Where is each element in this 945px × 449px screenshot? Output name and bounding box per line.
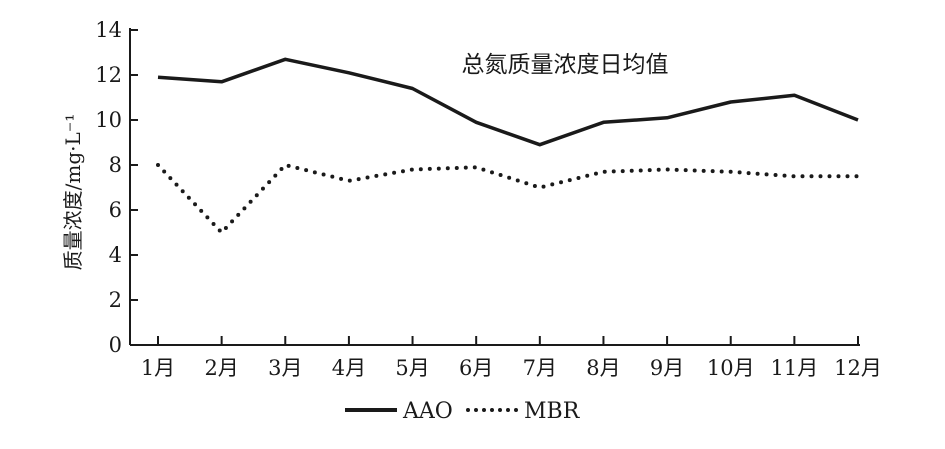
x-tick-label: 9月 [650,356,684,380]
x-tick-label: 4月 [332,356,366,380]
axes [129,28,860,346]
chart-title: 总氮质量浓度日均值 [462,52,669,78]
y-tick-label: 10 [95,108,122,132]
y-tick-label: 0 [109,333,122,357]
series-line-mbr [156,163,860,235]
y-tick-label: 8 [109,153,122,177]
y-ticks: 0 2 4 6 8 10 12 14 [95,18,138,357]
series-line-aao [157,57,859,147]
x-tick-label: 5月 [395,356,429,380]
x-tick-label: 8月 [586,356,620,380]
x-tick-label: 12月 [834,356,882,380]
x-tick-label: 11月 [770,356,818,380]
legend-label-aao: AAO [402,399,453,424]
y-axis-label: 质量浓度/mg·L⁻¹ [61,114,85,271]
y-tick-label: 4 [109,243,122,267]
legend: AAO MBR [345,399,581,424]
x-ticks: 1月 2月 3月 4月 5月 6月 7月 8月 9月 10月 11月 12月 [141,336,882,380]
y-tick-label: 6 [109,198,122,222]
y-tick-label: 2 [109,288,122,312]
y-tick-label: 14 [95,18,122,42]
x-tick-label: 2月 [204,356,238,380]
legend-label-mbr: MBR [524,399,581,424]
x-tick-label: 3月 [268,356,302,380]
x-tick-label: 7月 [523,356,557,380]
y-tick-label: 12 [95,63,122,87]
x-tick-label: 10月 [707,356,755,380]
series-lines [156,57,860,235]
x-tick-label: 1月 [141,356,175,380]
x-tick-label: 6月 [459,356,493,380]
